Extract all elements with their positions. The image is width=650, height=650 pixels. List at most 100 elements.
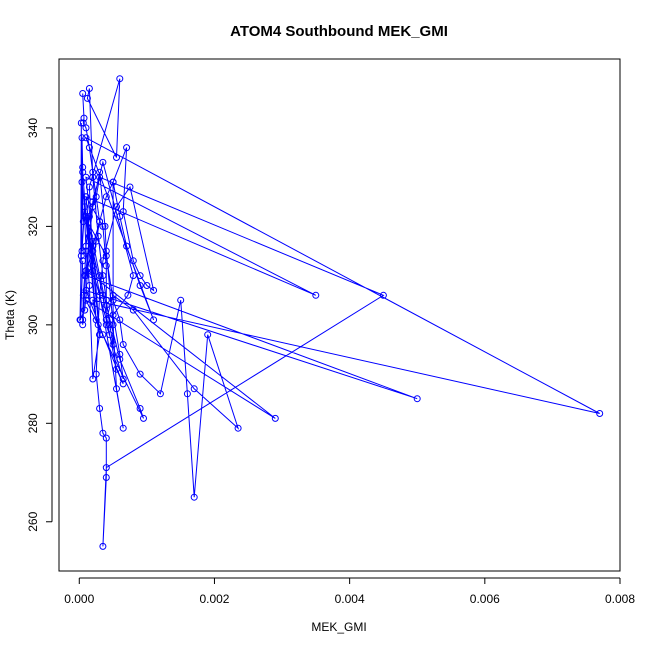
data-point — [82, 134, 90, 142]
x-axis-label: MEK_GMI — [311, 620, 366, 634]
data-point — [136, 272, 144, 280]
data-point — [89, 168, 97, 176]
data-point — [143, 282, 151, 289]
data-point — [116, 355, 124, 363]
y-tick-label: 320 — [26, 216, 40, 236]
data-point — [79, 257, 87, 265]
data-point — [102, 252, 110, 260]
data-point — [78, 134, 86, 142]
data-point — [96, 331, 104, 339]
data-point — [99, 542, 107, 550]
data-point — [596, 410, 604, 417]
data-point — [99, 272, 107, 280]
data-point — [89, 296, 97, 304]
y-tick-label: 260 — [26, 511, 40, 531]
data-point — [102, 301, 110, 309]
data-point — [82, 267, 90, 275]
data-point — [89, 173, 97, 181]
data-point — [101, 222, 109, 230]
data-point — [79, 168, 87, 176]
data-point — [102, 193, 110, 201]
data-point — [96, 168, 104, 176]
data-point — [82, 242, 90, 250]
x-tick-label: 0.008 — [605, 592, 635, 606]
data-point — [85, 144, 93, 152]
data-point — [85, 213, 93, 220]
data-point — [116, 350, 124, 358]
x-tick-label: 0.002 — [199, 592, 229, 606]
data-point — [96, 218, 104, 225]
data-point — [78, 178, 86, 186]
data-point — [129, 272, 137, 280]
plot-frame — [58, 58, 621, 572]
data-point — [116, 75, 124, 83]
data-point — [89, 375, 97, 383]
data-point — [96, 405, 104, 412]
y-tick-label: 300 — [26, 315, 40, 335]
data-point — [89, 203, 97, 211]
series-group — [76, 75, 604, 550]
data-point — [79, 163, 87, 171]
data-point — [82, 296, 90, 304]
data-point — [119, 375, 127, 383]
data-point — [79, 218, 87, 225]
data-point — [204, 331, 212, 339]
data-point — [102, 434, 110, 442]
y-axis-label: Theta (K) — [3, 290, 17, 340]
data-point — [102, 296, 110, 304]
data-point — [102, 262, 110, 270]
data-point — [136, 405, 144, 412]
data-point — [119, 208, 127, 216]
data-point — [78, 247, 86, 255]
data-point — [81, 203, 89, 211]
data-point — [83, 94, 91, 102]
data-point — [89, 247, 97, 255]
data-point — [379, 291, 387, 299]
data-point — [234, 424, 242, 432]
data-point — [190, 493, 198, 501]
y-tick-label: 340 — [26, 118, 40, 138]
data-point — [129, 306, 137, 314]
data-point — [129, 257, 137, 265]
data-point — [82, 193, 90, 201]
data-point — [109, 178, 117, 186]
data-point — [312, 291, 320, 299]
data-point — [99, 158, 107, 166]
plot-area — [58, 58, 621, 572]
data-point — [113, 365, 120, 373]
data-point — [113, 154, 120, 161]
data-point — [109, 291, 117, 299]
data-point — [79, 90, 87, 97]
data-point — [96, 173, 104, 181]
data-point — [99, 429, 107, 437]
data-point — [77, 252, 85, 260]
x-tick-label: 0.006 — [470, 592, 500, 606]
data-point — [116, 213, 124, 220]
data-point — [413, 395, 421, 403]
data-point — [82, 173, 90, 181]
data-point — [136, 370, 144, 378]
data-point — [92, 193, 100, 201]
y-tick-label: 280 — [26, 413, 40, 433]
data-point — [102, 321, 110, 329]
data-point — [190, 385, 198, 393]
data-point — [126, 183, 134, 191]
data-point — [140, 414, 147, 422]
data-point — [102, 247, 110, 255]
data-point — [92, 370, 100, 378]
data-point — [119, 380, 127, 388]
data-point — [113, 203, 120, 211]
data-point — [150, 286, 158, 294]
data-point — [85, 85, 93, 92]
data-point — [156, 390, 164, 398]
data-point — [123, 144, 131, 152]
data-point — [124, 291, 132, 299]
y-axis: 260 280 300 320 340 — [26, 118, 53, 532]
data-point — [96, 272, 104, 280]
data-point — [119, 424, 127, 432]
data-point — [81, 306, 89, 314]
data-point — [109, 341, 117, 348]
data-point — [89, 267, 97, 275]
data-point — [102, 316, 110, 324]
